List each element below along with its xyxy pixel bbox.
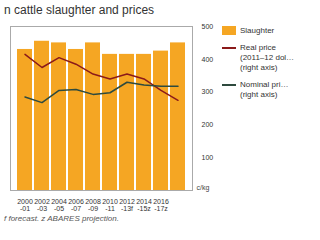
html-text:Real price (2011–12 dol… (righ: Real price (2011–12 dol… (right axis) <box>240 43 295 72</box>
html-text:Nominal pri… (right axis): Nominal pri… (right axis) <box>240 80 289 99</box>
svg-text:400: 400 <box>202 56 214 63</box>
html-text:n cattle slaughter and prices: n cattle slaughter and prices <box>4 3 155 17</box>
svg-text:c/kg: c/kg <box>197 184 210 192</box>
svg-text:2002-03: 2002-03 <box>34 198 50 212</box>
svg-text:2010-11: 2010-11 <box>102 198 118 212</box>
svg-text:2008-09: 2008-09 <box>85 198 101 212</box>
svg-text:2016-17z: 2016-17z <box>153 198 169 212</box>
svg-text:500: 500 <box>202 23 214 30</box>
svg-text:200: 200 <box>202 121 214 128</box>
svg-text:300: 300 <box>202 88 214 95</box>
svg-text:2004-05: 2004-05 <box>51 198 67 212</box>
html-text:f forecast. z ABARES projectio: f forecast. z ABARES projection. <box>4 214 119 223</box>
svg-text:2014-15z: 2014-15z <box>136 198 152 212</box>
svg-text:2006-07: 2006-07 <box>68 198 84 212</box>
svg-text:100: 100 <box>202 154 214 161</box>
svg-text:2000-01: 2000-01 <box>17 198 33 212</box>
svg-text:2012-13f: 2012-13f <box>119 198 135 212</box>
html-text:Slaughter: Slaughter <box>240 26 275 35</box>
